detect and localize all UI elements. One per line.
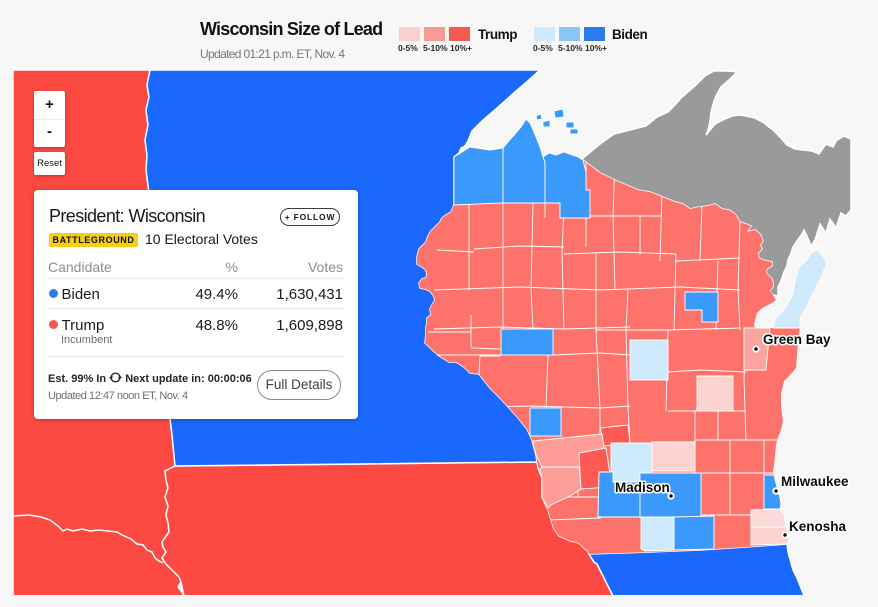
svg-text:Milwaukee: Milwaukee (781, 474, 849, 489)
svg-text:Madison: Madison (615, 480, 670, 495)
svg-text:Kenosha: Kenosha (789, 519, 847, 534)
svg-text:Green Bay: Green Bay (763, 332, 831, 347)
